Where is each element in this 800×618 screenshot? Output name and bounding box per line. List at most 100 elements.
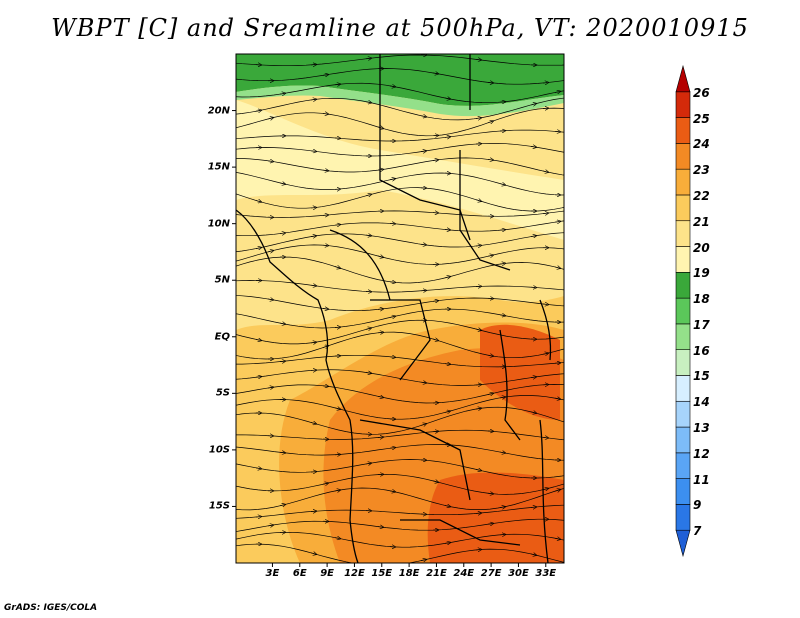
streamline-arrow [432, 481, 437, 482]
x-tick-label: 30E [508, 568, 529, 579]
colorbar-segment [675, 349, 691, 376]
x-tick-label: 3E [265, 568, 280, 579]
streamline [236, 107, 564, 137]
streamline-arrow [389, 448, 394, 449]
colorbar-segment [675, 504, 691, 531]
colorbar-label: 9 [693, 498, 702, 513]
colorbar-segment [675, 194, 691, 222]
streamline [236, 54, 564, 67]
y-tick-label: 10S [208, 444, 230, 456]
colorbar-label: 20 [693, 240, 710, 255]
streamline-arrow [475, 469, 480, 470]
streamline-arrow [420, 116, 425, 117]
streamline-arrow [279, 93, 284, 94]
streamline-arrow [279, 233, 284, 234]
streamline [236, 143, 564, 157]
streamline-arrow [542, 437, 547, 438]
streamline-arrow [389, 86, 394, 87]
streamline-arrow [310, 236, 315, 237]
colorbar-label: 21 [693, 214, 710, 229]
streamline [236, 504, 564, 519]
streamline [236, 406, 564, 435]
colorbar [675, 64, 691, 558]
shade-lightgreen [236, 85, 564, 117]
streamline-arrow [267, 118, 272, 119]
axis-ticks [232, 110, 547, 567]
streamline-arrow [420, 151, 425, 152]
streamline-arrow [310, 342, 315, 343]
streamline-arrow [475, 118, 480, 119]
wbpt-shading [236, 54, 564, 563]
colorbar-segment [675, 272, 691, 299]
streamline [236, 97, 564, 121]
streamline-arrow [365, 372, 370, 373]
colorbar-label: 7 [693, 524, 702, 539]
streamline-arrow [475, 408, 480, 409]
colorbar-segment [675, 91, 691, 118]
streamline-arrow [542, 171, 547, 172]
colorbar-label: 18 [693, 292, 710, 307]
colorbar-segment [675, 323, 691, 350]
colorbar-label: 23 [693, 163, 710, 178]
streamline-arrow [334, 408, 339, 409]
streamline [236, 157, 564, 176]
streamlines [236, 54, 564, 563]
streamline-arrow [432, 339, 437, 340]
streamline-arrow [554, 538, 559, 539]
colorbar-label: 13 [693, 421, 710, 436]
shade-pale-band [236, 100, 564, 240]
y-tick-label: 10N [207, 218, 230, 230]
streamline-arrow [432, 160, 437, 161]
map-frame [235, 53, 565, 564]
streamline-arrow [487, 394, 492, 395]
streamline-arrow [499, 507, 504, 508]
streamline-arrow [530, 236, 535, 237]
streamline-arrow [322, 346, 327, 347]
streamline [236, 295, 564, 311]
colorbar-label: 24 [693, 137, 710, 152]
colorbar-segment [675, 64, 691, 93]
coastlines-borders [236, 54, 552, 563]
streamline-arrow [255, 248, 260, 249]
streamline-arrow [279, 183, 284, 184]
y-tick-label: 15S [208, 500, 230, 512]
streamline-arrow [530, 104, 535, 105]
shade-green-north [236, 54, 564, 106]
streamline-arrow [554, 490, 559, 491]
streamline-arrow [444, 98, 449, 99]
streamline-arrow [554, 92, 559, 93]
streamline-arrow [389, 491, 394, 492]
streamline-arrow [310, 285, 315, 286]
streamline-arrow [267, 161, 272, 162]
colorbar-segment [675, 375, 691, 402]
streamline-arrow [444, 411, 449, 412]
streamline-arrow [420, 424, 425, 425]
streamline-arrow [279, 505, 284, 506]
streamline-arrow [310, 553, 315, 554]
streamline-arrow [334, 490, 339, 491]
colorbar-segment [675, 452, 691, 479]
x-tick-label: 12E [344, 568, 365, 579]
colorbar-label: 22 [693, 188, 710, 203]
y-tick-label: 5S [215, 387, 230, 399]
streamline-arrow [420, 244, 425, 245]
streamline-arrow [267, 525, 272, 526]
streamline-arrow [487, 159, 492, 160]
colorbar-segment [675, 426, 691, 454]
map-title: WBPT [C] and Sreamline at 500hPa, VT: 20… [51, 14, 749, 42]
streamline [236, 429, 564, 441]
x-tick-label: 18E [398, 568, 420, 579]
streamline-arrow [365, 463, 370, 464]
y-tick-label: 15N [207, 161, 230, 173]
streamline [236, 331, 564, 360]
streamline [236, 68, 564, 85]
streamline [236, 518, 564, 532]
streamline-arrow [334, 538, 339, 539]
streamline-arrow [255, 200, 260, 201]
streamline [236, 280, 564, 293]
streamline-arrow [444, 543, 449, 544]
streamline-arrow [310, 422, 315, 423]
colorbar-label: 19 [693, 266, 710, 281]
streamline-arrow [554, 398, 559, 399]
x-tick-label: 9E [320, 568, 335, 579]
